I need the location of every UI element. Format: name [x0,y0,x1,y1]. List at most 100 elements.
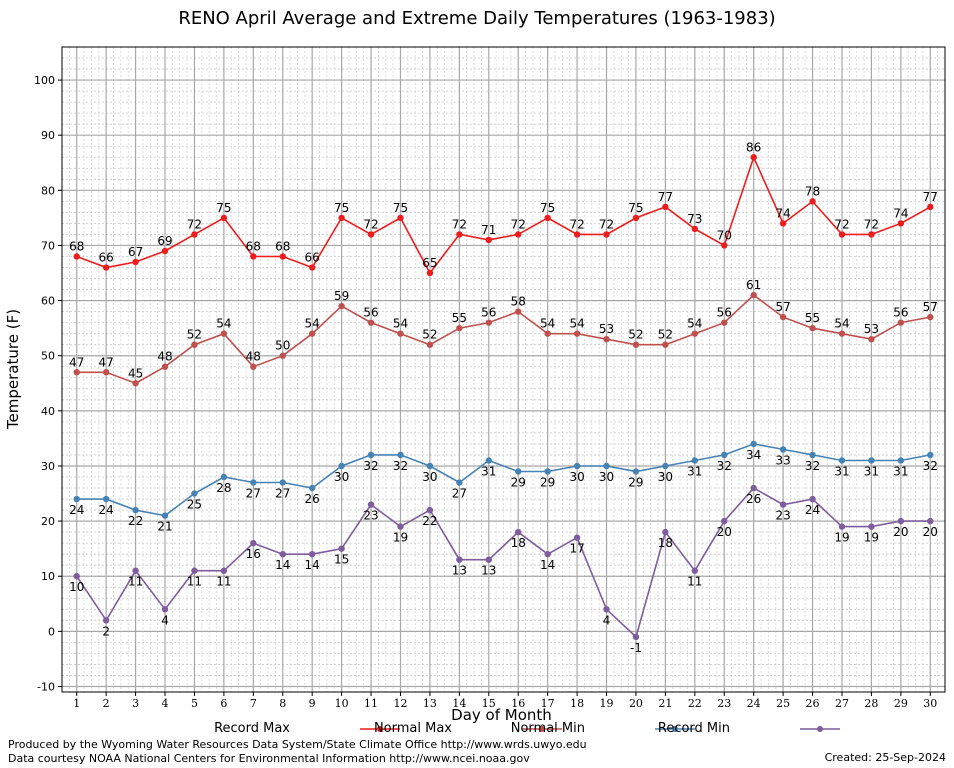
data-point-record-min [691,567,699,574]
data-label-normal-max: 52 [658,328,673,342]
data-point-record-min [102,617,110,624]
data-label-record-max: 77 [923,190,938,204]
x-tick-label: 27 [835,697,849,710]
data-label-record-max: 66 [305,251,320,265]
data-label-record-max: 68 [246,239,261,253]
data-point-record-min [73,573,80,580]
data-label-normal-max: 48 [246,350,261,364]
series-line-normal-max [76,294,931,385]
y-tick-label: 50 [41,350,55,363]
data-label-record-max: 72 [569,217,584,231]
series-line-normal-min [76,443,931,517]
data-point-normal-min [191,490,198,497]
data-point-record-min [367,501,375,508]
data-point-record-max [308,264,316,271]
legend-label: Normal Min [510,721,585,736]
legend-label: Record Max [214,721,290,736]
data-point-record-max [632,214,640,222]
data-point-record-min [897,517,905,525]
data-label-record-min: 15 [334,553,349,567]
chart-title: RENO April Average and Extreme Daily Tem… [178,8,776,29]
data-label-record-min: 24 [805,503,820,517]
data-point-record-min [426,506,434,514]
data-label-normal-min: 34 [746,448,761,462]
data-label-record-max: 77 [658,190,673,204]
x-tick-label: 29 [894,697,908,710]
data-label-normal-min: 32 [363,459,378,473]
data-label-normal-min: 33 [775,453,790,467]
data-point-record-min [456,556,463,563]
data-point-record-max [397,214,404,222]
data-point-normal-min [927,451,934,459]
series-line-record-max [76,155,931,275]
data-point-normal-min [161,512,169,519]
data-label-record-min: 22 [422,514,437,528]
data-label-normal-min: 29 [511,475,526,489]
y-tick-label: 20 [41,515,55,528]
data-point-record-max [662,203,669,211]
data-point-record-min [338,545,345,552]
data-point-record-max [544,214,551,222]
data-point-record-max [73,253,80,260]
data-label-normal-min: 32 [805,459,820,473]
x-tick-label: 5 [191,697,198,710]
data-label-record-max: 72 [511,217,526,231]
data-point-normal-min [897,457,905,464]
y-tick-label: 90 [41,129,55,142]
data-point-record-min [132,567,139,574]
data-label-record-min: 19 [393,531,408,545]
data-point-normal-min [73,495,80,503]
data-point-normal-max [662,341,669,348]
data-point-normal-max [515,308,522,315]
data-point-normal-min [809,451,816,459]
legend-swatch [360,726,400,732]
data-point-record-max [338,214,345,222]
data-point-record-max [191,231,198,238]
data-label-record-min: 18 [511,536,526,550]
data-label-normal-max: 61 [746,278,761,292]
x-tick-label: 22 [688,697,702,710]
x-tick-label: 12 [393,697,407,710]
x-tick-label: 4 [162,697,169,710]
legend-label: Record Min [657,721,730,736]
data-point-record-min [662,528,669,536]
data-point-normal-max [573,330,581,337]
data-label-normal-min: 32 [717,459,732,473]
data-point-normal-min [250,479,257,486]
data-label-record-min: 23 [775,509,790,523]
data-point-normal-min [220,473,228,481]
data-label-normal-min: 27 [275,487,290,501]
data-label-normal-max: 47 [99,355,114,369]
data-label-record-min: 19 [834,531,849,545]
data-point-record-min [397,523,404,530]
data-point-record-min [750,484,757,492]
data-point-normal-min [515,468,522,475]
x-tick-label: 7 [250,697,257,710]
data-point-normal-max [161,363,169,370]
data-label-record-min: 19 [864,531,879,545]
plot-frame [61,46,946,693]
data-point-normal-min [662,462,669,470]
data-point-normal-max [809,324,816,332]
data-point-record-min [515,528,522,536]
x-tick-label: 14 [452,697,466,710]
data-point-normal-min [779,446,787,453]
data-point-record-min [779,501,787,508]
data-point-normal-min [279,479,286,486]
legend-swatch [655,726,695,732]
data-label-normal-min: 30 [422,470,437,484]
data-point-normal-max [220,330,228,337]
x-tick-label: 11 [364,697,378,710]
data-label-normal-min: 24 [69,503,84,517]
data-point-normal-min [573,462,581,470]
data-point-normal-min [721,451,728,459]
data-label-record-max: 72 [864,217,879,231]
data-label-normal-min: 31 [687,464,702,478]
x-tick-label: 23 [717,697,731,710]
data-label-record-min: 18 [658,536,673,550]
data-point-record-min [603,606,610,613]
x-tick-label: 26 [806,697,820,710]
data-label-normal-min: 22 [128,514,143,528]
data-point-normal-min [632,468,640,475]
legend-label: Normal Max [373,721,452,736]
